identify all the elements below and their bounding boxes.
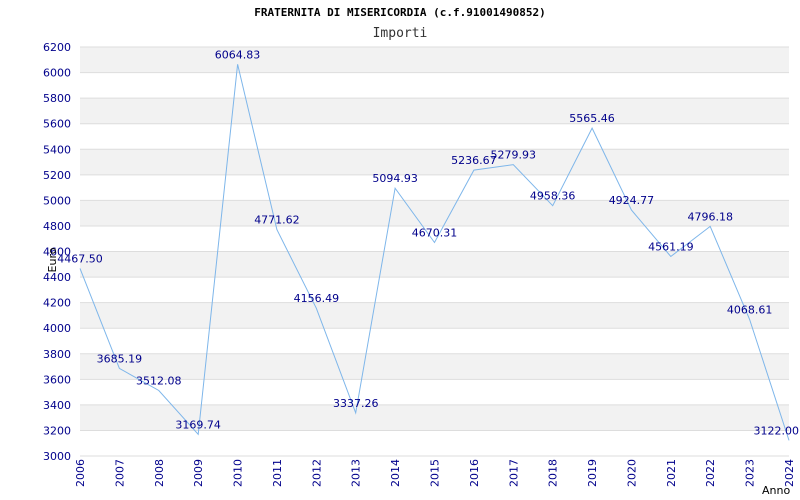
x-tick-label: 2021: [665, 459, 678, 487]
chart-title: FRATERNITA DI MISERICORDIA (c.f.91001490…: [254, 6, 545, 19]
y-tick-label: 3800: [43, 348, 71, 361]
y-tick-label: 3000: [43, 450, 71, 463]
y-tick-label: 5800: [43, 92, 71, 105]
x-tick-label: 2020: [625, 459, 638, 487]
y-tick-label: 4400: [43, 271, 71, 284]
y-axis-label: Euro: [46, 247, 59, 272]
y-tick-label: 6000: [43, 67, 71, 80]
data-label: 3337.26: [333, 397, 379, 410]
data-label: 4924.77: [609, 194, 655, 207]
y-tick-label: 5000: [43, 194, 71, 207]
data-label: 5565.46: [569, 112, 615, 125]
x-tick-label: 2010: [232, 459, 245, 487]
grid-lines: [80, 46, 789, 457]
y-tick-label: 3400: [43, 399, 71, 412]
y-tick-label: 5400: [43, 143, 71, 156]
data-label: 3169.74: [175, 418, 221, 431]
data-labels: 4467.50 3685.19 3512.08 3169.74 6064.83 4771.…: [57, 48, 799, 437]
plot-bands: [80, 47, 789, 431]
x-tick-label: 2017: [507, 459, 520, 487]
data-label: 4561.19: [648, 240, 694, 253]
x-tick-label: 2006: [74, 459, 87, 487]
data-label: 5279.93: [491, 149, 537, 162]
data-label: 5236.67: [451, 154, 497, 167]
x-tick-label: 2015: [429, 459, 442, 487]
x-tick-label: 2013: [350, 459, 363, 487]
y-tick-label: 6200: [43, 41, 71, 54]
plot-band: [80, 47, 789, 73]
x-tick-label: 2022: [704, 459, 717, 487]
y-tick-label: 3200: [43, 424, 71, 437]
x-tick-label: 2007: [113, 459, 126, 487]
x-axis-label: Anno: [762, 484, 790, 497]
plot-band: [80, 200, 789, 226]
x-tick-label: 2012: [310, 459, 323, 487]
plot-band: [80, 353, 789, 380]
data-label: 6064.83: [215, 48, 261, 61]
y-tick-label: 3600: [43, 373, 71, 386]
data-label: 3685.19: [97, 352, 143, 365]
y-tick-label: 5200: [43, 169, 71, 182]
data-label: 3122.00: [754, 424, 800, 437]
y-tick-label: 5600: [43, 118, 71, 131]
x-tick-label: 2018: [547, 459, 560, 487]
data-label: 4958.36: [530, 190, 576, 203]
data-label: 4068.61: [727, 303, 773, 316]
y-axis-ticks: 3000 3200 3400 3600 3800 4000 4200 4400 4600 4800…: [43, 41, 71, 463]
x-tick-label: 2024: [783, 459, 796, 487]
plot-band: [80, 98, 789, 124]
data-label: 4467.50: [57, 252, 103, 265]
data-label: 3512.08: [136, 375, 182, 388]
x-tick-label: 2009: [192, 459, 205, 487]
chart-subtitle: Importi: [373, 26, 428, 41]
data-label: 4796.18: [687, 210, 733, 223]
series-line: [79, 64, 790, 441]
data-label: 4156.49: [294, 292, 340, 305]
x-tick-label: 2016: [468, 459, 481, 487]
plot-band: [80, 302, 789, 329]
data-label: 4670.31: [412, 227, 458, 240]
y-tick-label: 4600: [43, 246, 71, 259]
x-tick-label: 2008: [153, 459, 166, 487]
plot-band: [80, 404, 789, 431]
data-label: 4771.62: [254, 214, 300, 227]
y-tick-label: 4200: [43, 297, 71, 310]
x-tick-label: 2011: [271, 459, 284, 487]
x-tick-label: 2019: [586, 459, 599, 487]
x-tick-label: 2014: [389, 459, 402, 487]
y-tick-label: 4800: [43, 220, 71, 233]
data-label: 5094.93: [372, 172, 418, 185]
y-tick-label: 4000: [43, 322, 71, 335]
plot-band: [80, 149, 789, 175]
x-axis-ticks: 2006 2007 2008 2009 2010 2011 2012 2013 2014 2015…: [74, 459, 796, 487]
plot-band: [80, 251, 789, 278]
x-tick-label: 2023: [744, 459, 757, 487]
